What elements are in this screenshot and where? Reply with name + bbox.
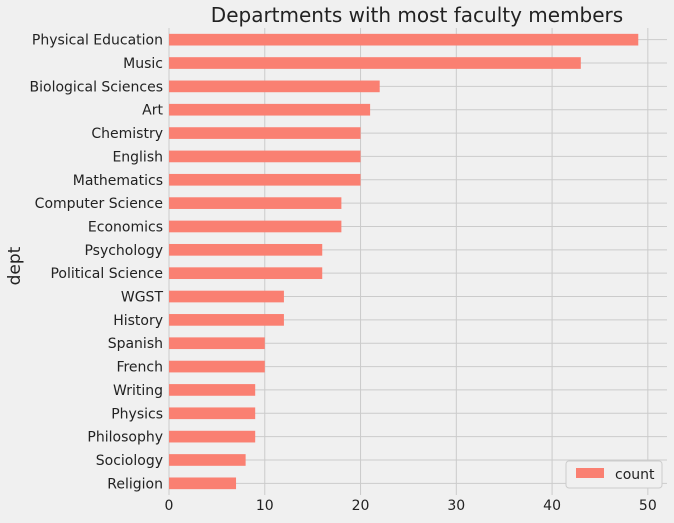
legend-label: count (615, 467, 655, 483)
bar (169, 33, 639, 46)
x-tick-label: 40 (543, 498, 561, 514)
y-tick-label: Psychology (84, 243, 163, 259)
x-tick-label: 0 (165, 498, 174, 514)
bar (169, 430, 256, 443)
y-tick-label: Writing (113, 383, 163, 399)
y-tick-label: Mathematics (73, 173, 163, 189)
y-tick-label: Computer Science (35, 196, 163, 212)
y-tick-label: Economics (88, 219, 163, 235)
y-tick-label: WGST (121, 290, 164, 306)
bar (169, 454, 246, 466)
bar (169, 477, 237, 490)
bar (169, 267, 323, 280)
bars (169, 33, 639, 490)
y-tick-label: Chemistry (91, 126, 163, 142)
x-tick-label: 30 (447, 498, 465, 514)
bar (169, 103, 371, 116)
bar (169, 220, 342, 233)
bar (169, 360, 265, 373)
bar (169, 243, 323, 256)
bar (169, 314, 284, 326)
y-tick-label: French (116, 360, 163, 376)
y-tick-label: Physics (111, 406, 163, 422)
bar (169, 290, 284, 303)
bar (169, 127, 361, 139)
y-tick-label: Spanish (108, 336, 163, 352)
y-tick-label: Political Science (50, 266, 163, 282)
y-tick-label: Philosophy (87, 430, 163, 446)
y-tick-label: Physical Education (32, 33, 163, 49)
y-axis-label: dept (5, 246, 25, 285)
legend-box (565, 460, 663, 489)
y-tick-label: Religion (107, 476, 163, 492)
tick-labels: 0 10 20 30 40 50 Physical Education Music Biolog… (30, 33, 657, 514)
y-tick-label: Art (142, 103, 163, 119)
y-tick-label: Biological Sciences (30, 79, 163, 95)
x-tick-label: 50 (639, 498, 657, 514)
bar (169, 197, 342, 209)
legend-swatch (576, 468, 604, 478)
bar (169, 337, 265, 350)
bar (169, 173, 361, 186)
legend: count (565, 460, 663, 489)
chart-title: Departments with most faculty members (211, 3, 623, 27)
bar (169, 384, 256, 396)
y-tick-label: History (113, 313, 163, 329)
bar (169, 80, 380, 93)
x-tick-label: 10 (256, 498, 274, 514)
y-tick-label: English (112, 149, 163, 165)
bar (169, 57, 581, 69)
bar (169, 150, 361, 163)
x-tick-label: 20 (352, 498, 370, 514)
y-tick-label: Sociology (96, 453, 163, 469)
y-tick-label: Music (123, 56, 163, 72)
bar (169, 407, 256, 420)
